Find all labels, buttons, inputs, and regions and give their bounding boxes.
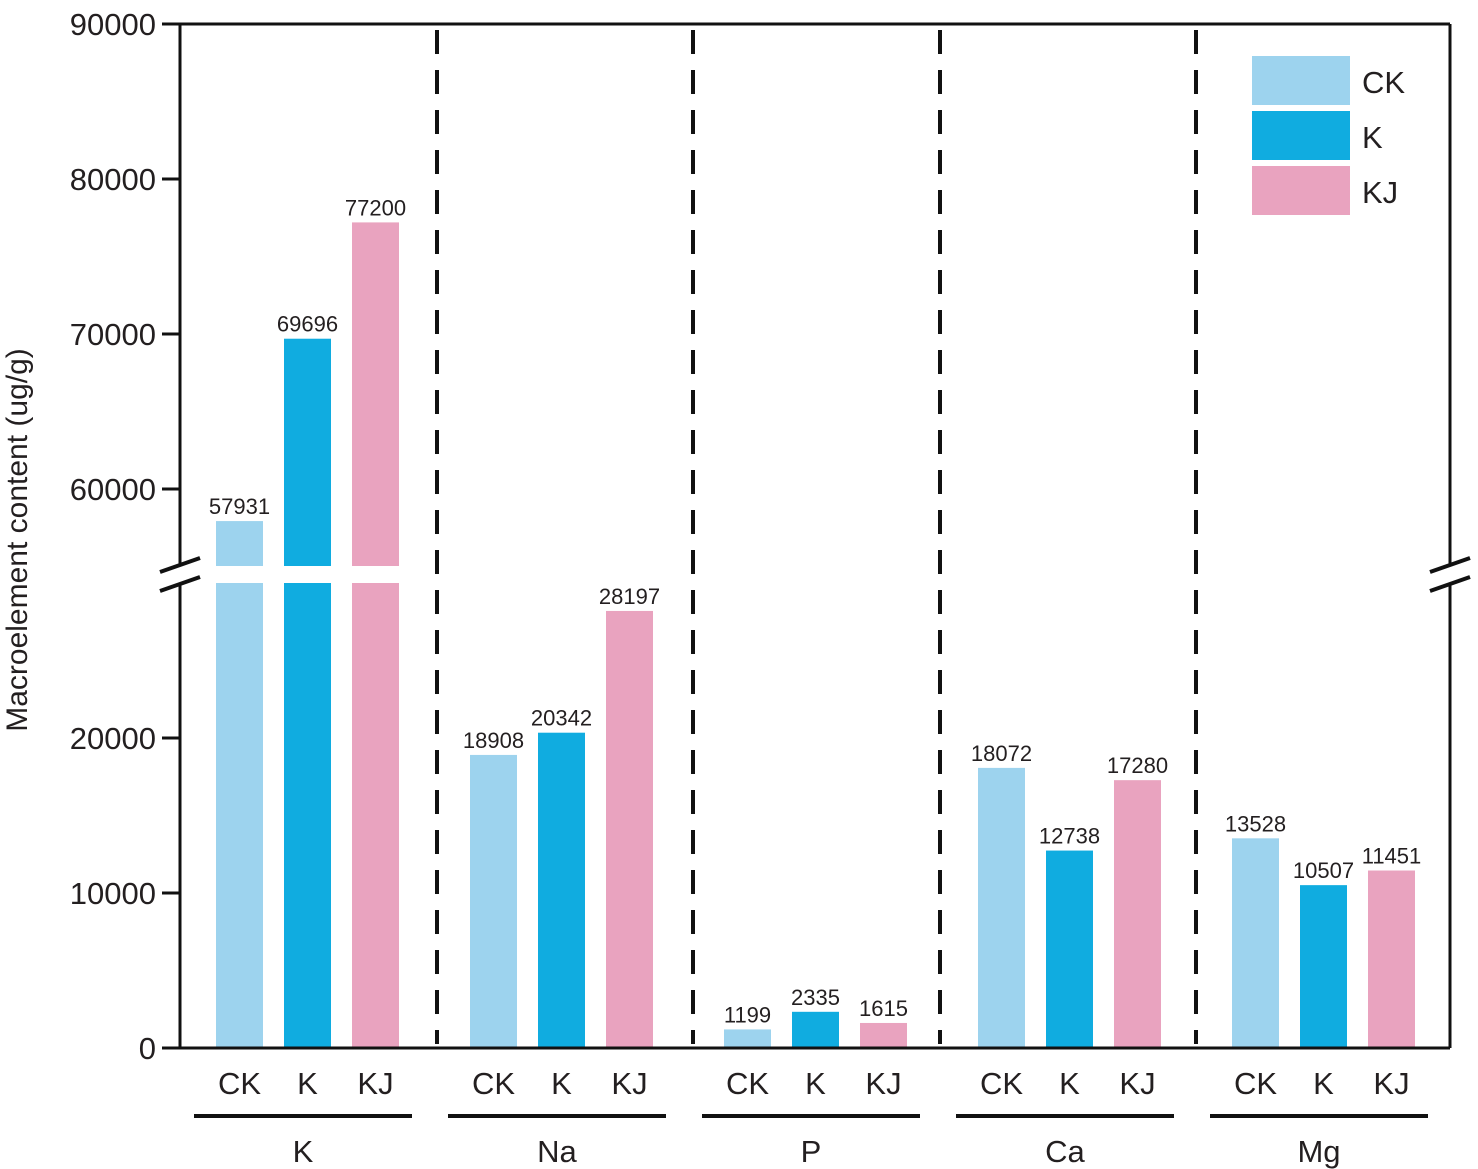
bar-break-gap [349, 566, 402, 583]
bar-value-label: 11451 [1362, 844, 1422, 869]
legend-label: KJ [1362, 175, 1398, 210]
y-tick-label: 0 [139, 1031, 156, 1066]
legend-swatch-k [1252, 111, 1350, 160]
legend-swatch-kj [1252, 166, 1350, 215]
bar-value-label: 10507 [1293, 858, 1354, 883]
axes [159, 22, 1471, 1050]
category-label: CK [980, 1066, 1023, 1101]
category-label: KJ [1373, 1066, 1409, 1101]
category-label: CK [472, 1066, 515, 1101]
bar-value-label: 77200 [345, 195, 406, 220]
bar-break-gap [213, 566, 266, 583]
y-axis-title: Macroelement content (ug/g) [1, 348, 34, 732]
bar-value-label: 20342 [531, 706, 592, 731]
bar-mg-kj [1368, 870, 1415, 1048]
bar-value-label: 18072 [971, 741, 1032, 766]
bar-p-k [792, 1011, 839, 1048]
bar-na-kj [606, 610, 653, 1048]
bar-ca-kj [1114, 780, 1161, 1048]
group-label: Mg [1297, 1134, 1340, 1169]
right-axis-break-mark [1429, 556, 1471, 574]
y-tick-label: 80000 [70, 162, 156, 197]
bar-p-kj [860, 1022, 907, 1048]
x-labels: CK K KJ K CK K KJ Na CK K KJ P CK K KJ Ca CK K KJ Mg [194, 1066, 1428, 1169]
category-label: KJ [611, 1066, 647, 1101]
bar-value-label: 28197 [599, 584, 660, 609]
bar-k-ck [216, 521, 263, 1048]
bar-value-label: 57931 [209, 494, 270, 519]
bar-value-label: 2335 [791, 985, 840, 1010]
category-label: KJ [357, 1066, 393, 1101]
category-label: K [1059, 1066, 1080, 1101]
bar-ca-k [1046, 850, 1093, 1048]
bar-p-ck [724, 1029, 771, 1048]
legend-swatch-ck [1252, 56, 1350, 105]
bar-value-label: 17280 [1107, 753, 1168, 778]
group-label: Ca [1045, 1134, 1085, 1169]
category-label: CK [726, 1066, 769, 1101]
y-axis-break-mark [159, 575, 201, 593]
category-label: CK [1234, 1066, 1277, 1101]
bar-value-label: 1615 [859, 996, 908, 1021]
group-label: P [801, 1134, 822, 1169]
legend-label: K [1362, 120, 1383, 155]
y-tick-label: 70000 [70, 317, 156, 352]
y-ticks: 0 10000 20000 60000 70000 80000 90000 [70, 7, 180, 1066]
y-axis-break-mark [159, 556, 201, 574]
bar-mg-k [1300, 885, 1347, 1048]
category-label: KJ [865, 1066, 901, 1101]
group-label: K [293, 1134, 314, 1169]
bar-value-label: 18908 [463, 728, 524, 753]
bar-na-k [538, 732, 585, 1048]
bar-value-label: 13528 [1225, 811, 1286, 836]
category-label: K [1313, 1066, 1334, 1101]
category-label: K [297, 1066, 318, 1101]
bar-value-label: 12738 [1039, 824, 1100, 849]
bar-k-k [284, 338, 331, 1048]
group-label: Na [537, 1134, 577, 1169]
y-tick-label: 90000 [70, 7, 156, 42]
bar-break-gap [281, 566, 334, 583]
category-label: K [551, 1066, 572, 1101]
y-tick-label: 20000 [70, 721, 156, 756]
category-label: KJ [1119, 1066, 1155, 1101]
bar-na-ck [470, 754, 517, 1048]
category-label: CK [218, 1066, 261, 1101]
bar-k-kj [352, 222, 399, 1048]
category-label: K [805, 1066, 826, 1101]
bar-mg-ck [1232, 838, 1279, 1048]
y-tick-label: 60000 [70, 472, 156, 507]
group-separators [435, 30, 1198, 1044]
bar-ca-ck [978, 767, 1025, 1048]
right-axis-break-mark [1429, 575, 1471, 593]
legend-label: CK [1362, 65, 1405, 100]
y-tick-label: 10000 [70, 876, 156, 911]
bars-layer: 57931 69696 77200 18908 20342 28197 1199 2335 16… [209, 195, 1421, 1048]
bar-value-label: 1199 [724, 1002, 771, 1027]
bar-value-label: 69696 [277, 312, 338, 337]
legend: CK K KJ [1252, 56, 1405, 215]
